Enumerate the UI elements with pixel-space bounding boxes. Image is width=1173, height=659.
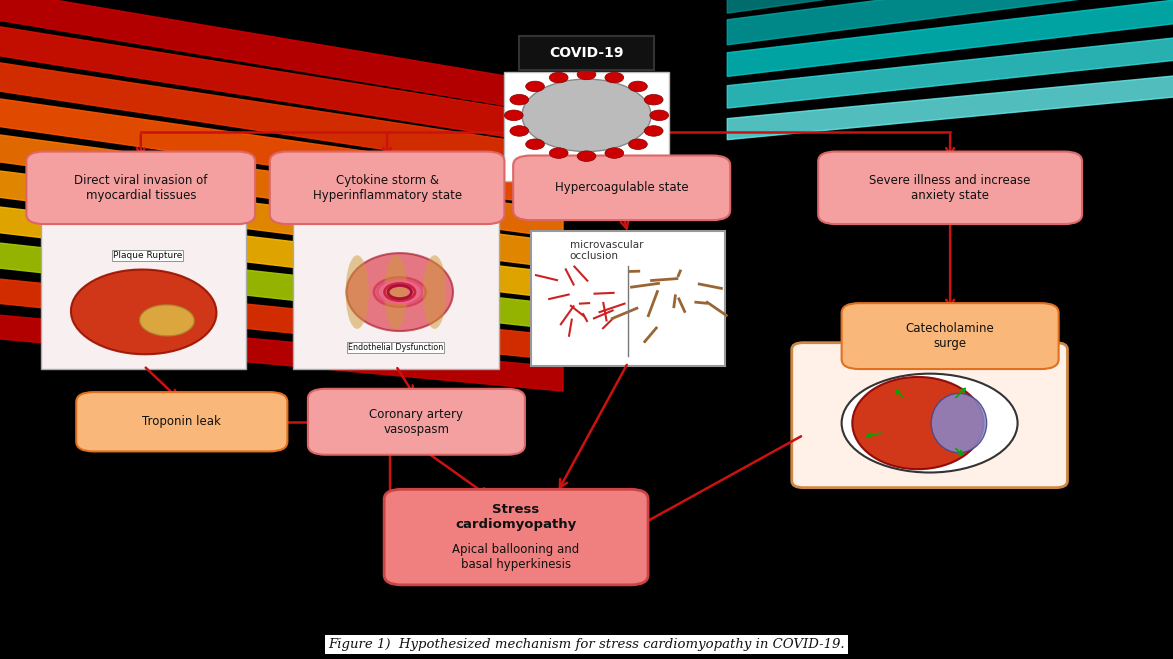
Circle shape [549, 148, 568, 158]
FancyBboxPatch shape [26, 152, 256, 224]
FancyBboxPatch shape [819, 152, 1082, 224]
Ellipse shape [385, 255, 407, 329]
Ellipse shape [423, 255, 446, 329]
Text: Figure 1)  Hypothesized mechanism for stress cardiomyopathy in COVID-19.: Figure 1) Hypothesized mechanism for str… [328, 638, 845, 651]
Text: COVID-19: COVID-19 [549, 45, 624, 60]
Polygon shape [727, 0, 1173, 13]
Polygon shape [0, 277, 563, 360]
Text: Catecholamine
surge: Catecholamine surge [906, 322, 995, 350]
Text: Cytokine storm &
Hyperinflammatory state: Cytokine storm & Hyperinflammatory state [312, 174, 462, 202]
Polygon shape [0, 59, 563, 177]
Circle shape [549, 72, 568, 83]
FancyBboxPatch shape [41, 221, 246, 369]
FancyBboxPatch shape [842, 303, 1059, 369]
Text: Myocardial stunning: Myocardial stunning [882, 357, 977, 366]
Text: Coronary artery
vasospasm: Coronary artery vasospasm [369, 408, 463, 436]
Polygon shape [0, 204, 563, 299]
Circle shape [504, 110, 523, 121]
Polygon shape [727, 0, 1173, 76]
Circle shape [526, 139, 544, 150]
Polygon shape [0, 96, 563, 207]
FancyBboxPatch shape [307, 389, 524, 455]
FancyBboxPatch shape [270, 152, 504, 224]
Text: Severe illness and increase
anxiety state: Severe illness and increase anxiety stat… [869, 174, 1031, 202]
Polygon shape [0, 168, 563, 269]
Circle shape [644, 126, 663, 136]
Ellipse shape [853, 377, 983, 469]
FancyBboxPatch shape [518, 36, 655, 70]
Circle shape [510, 126, 529, 136]
Text: Troponin leak: Troponin leak [142, 415, 222, 428]
Text: Direct viral invasion of
myocardial tissues: Direct viral invasion of myocardial tiss… [74, 174, 208, 202]
Text: Plaque Rupture: Plaque Rupture [113, 250, 182, 260]
FancyBboxPatch shape [76, 392, 287, 451]
FancyBboxPatch shape [385, 489, 647, 585]
Circle shape [577, 151, 596, 161]
FancyBboxPatch shape [531, 231, 725, 366]
Circle shape [522, 79, 651, 152]
Circle shape [629, 139, 647, 150]
FancyBboxPatch shape [514, 156, 730, 220]
Circle shape [605, 72, 624, 83]
Text: Stress
cardiomyopathy: Stress cardiomyopathy [455, 503, 577, 531]
Text: Hypercoagulable state: Hypercoagulable state [555, 181, 689, 194]
FancyBboxPatch shape [293, 221, 499, 369]
Text: microvascular
occlusion: microvascular occlusion [570, 240, 643, 262]
Polygon shape [727, 74, 1173, 140]
Ellipse shape [346, 255, 368, 329]
Circle shape [577, 69, 596, 80]
Ellipse shape [931, 393, 986, 453]
Circle shape [510, 94, 529, 105]
Circle shape [842, 374, 1018, 473]
Circle shape [629, 81, 647, 92]
Polygon shape [0, 241, 563, 330]
Circle shape [526, 81, 544, 92]
Ellipse shape [346, 253, 453, 331]
Polygon shape [0, 313, 563, 391]
Ellipse shape [140, 305, 195, 336]
Polygon shape [0, 23, 563, 146]
Ellipse shape [70, 270, 217, 355]
Text: Apical ballooning and
basal hyperkinesis: Apical ballooning and basal hyperkinesis [453, 543, 579, 571]
Polygon shape [0, 0, 563, 115]
FancyBboxPatch shape [792, 343, 1067, 488]
Circle shape [650, 110, 669, 121]
FancyBboxPatch shape [504, 72, 669, 181]
Circle shape [605, 148, 624, 158]
Text: Endothelial Dysfunction: Endothelial Dysfunction [348, 343, 443, 352]
Polygon shape [727, 0, 1173, 45]
Circle shape [644, 94, 663, 105]
Polygon shape [0, 132, 563, 238]
Polygon shape [727, 36, 1173, 108]
